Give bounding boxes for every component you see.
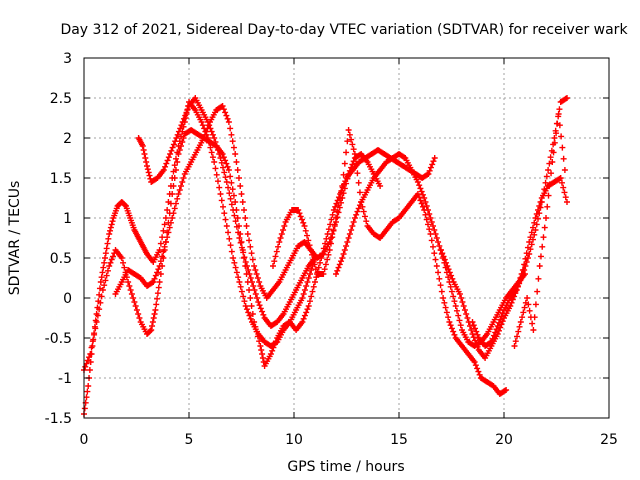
y-tick-label: -1 bbox=[58, 371, 72, 387]
y-tick-label: 2 bbox=[63, 131, 72, 147]
x-tick-label: 0 bbox=[80, 432, 89, 448]
series-arc-7 bbox=[438, 95, 570, 361]
y-tick-label: -1.5 bbox=[45, 411, 72, 427]
data-series bbox=[81, 95, 570, 417]
series-markers bbox=[112, 103, 384, 301]
axis-ticks bbox=[83, 57, 610, 419]
y-tick-label: -0.5 bbox=[45, 331, 72, 347]
series-markers bbox=[511, 111, 568, 349]
x-tick-label: 10 bbox=[285, 432, 303, 448]
y-tick-labels: -1.5 -1 -0.5 0 0.5 1 1.5 2 2.5 3 bbox=[45, 51, 72, 427]
series-arc-3 bbox=[112, 103, 384, 301]
x-tick-label: 15 bbox=[390, 432, 408, 448]
y-tick-label: 1.5 bbox=[50, 171, 72, 187]
series-arc-9 bbox=[511, 111, 568, 349]
y-tick-label: 0 bbox=[63, 291, 72, 307]
x-axis-label: GPS time / hours bbox=[287, 459, 404, 475]
series-markers bbox=[270, 127, 510, 397]
x-tick-label: 5 bbox=[185, 432, 194, 448]
y-tick-label: 1 bbox=[63, 211, 72, 227]
y-axis-label: SDTVAR / TECUs bbox=[7, 181, 23, 296]
series-arc-8 bbox=[469, 175, 570, 349]
series-markers bbox=[438, 95, 570, 361]
x-tick-label: 25 bbox=[600, 432, 618, 448]
y-tick-label: 3 bbox=[63, 51, 72, 67]
series-arc-4 bbox=[135, 95, 318, 329]
plot-frame bbox=[83, 57, 610, 419]
y-tick-label: 0.5 bbox=[50, 251, 72, 267]
series-arc-5 bbox=[270, 127, 510, 397]
series-markers bbox=[135, 95, 318, 329]
y-tick-label: 2.5 bbox=[50, 91, 72, 107]
x-tick-label: 20 bbox=[495, 432, 513, 448]
series-markers bbox=[469, 175, 570, 349]
chart-title: Day 312 of 2021, Sidereal Day-to-day VTE… bbox=[60, 22, 628, 38]
x-tick-labels: 0 5 10 15 20 25 bbox=[80, 432, 618, 448]
